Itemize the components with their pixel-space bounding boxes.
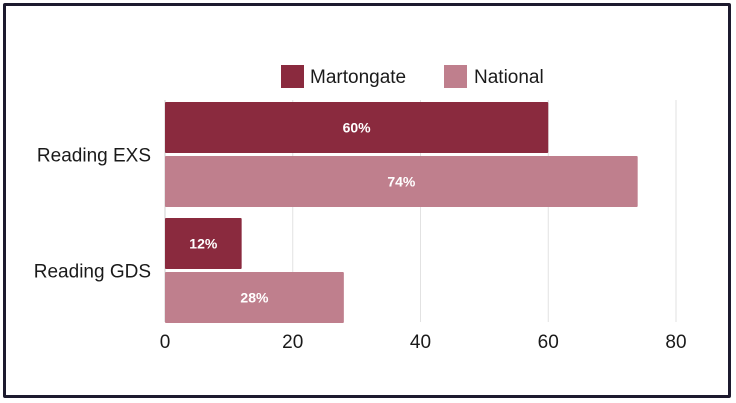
legend: Martongate National [281,65,544,88]
data-label: 74% [387,174,416,190]
x-tick-label: 80 [665,332,686,353]
legend-label-martongate: Martongate [310,67,406,88]
category-label: Reading GDS [34,262,151,283]
x-tick-label: 40 [410,332,431,353]
bars: 60% 74% 12% 28% [165,102,638,323]
x-tick-label: 0 [160,332,171,353]
bar-national-1 [165,156,638,207]
bar-martongate-2 [165,218,242,269]
bar-martongate-1 [165,102,549,153]
legend-swatch-national [444,65,467,88]
data-label: 28% [240,290,269,306]
bar-national-2 [165,272,344,323]
category-label: Reading EXS [37,146,151,167]
x-tick-label: 60 [538,332,559,353]
data-label: 12% [189,236,218,252]
y-axis-categories: Reading EXS Reading GDS [34,146,151,283]
x-axis-ticks: 0 20 40 60 80 [160,332,687,353]
legend-swatch-martongate [281,65,304,88]
legend-label-national: National [474,67,544,88]
x-tick-label: 20 [282,332,303,353]
data-label: 60% [343,120,372,136]
